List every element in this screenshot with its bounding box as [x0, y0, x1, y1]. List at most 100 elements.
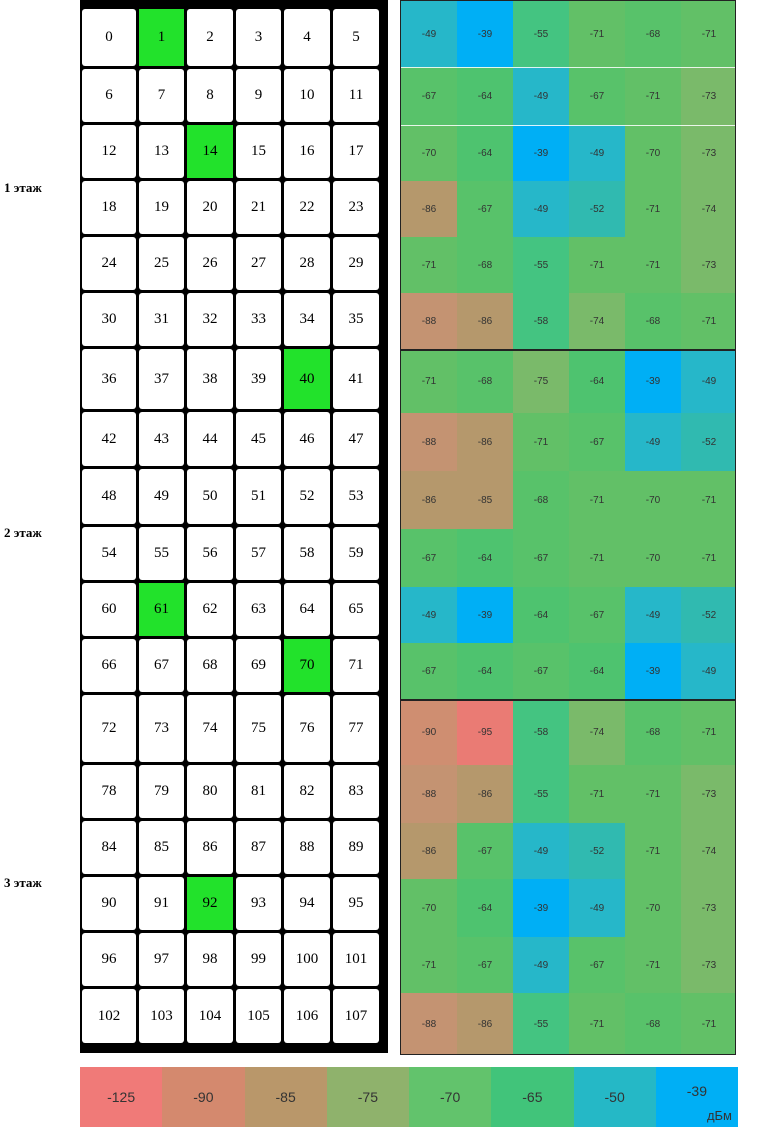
room-cell: 39 — [236, 349, 281, 409]
room-cell: 65 — [333, 583, 379, 636]
signal-cell: -71 — [681, 471, 735, 529]
signal-cell: -67 — [401, 529, 457, 587]
room-cell: 19 — [139, 181, 184, 234]
room-cell: 48 — [82, 469, 136, 524]
signal-cell: -73 — [681, 237, 735, 293]
signal-cell: -55 — [513, 1, 569, 67]
room-cell: 100 — [284, 933, 330, 986]
room-cell: 101 — [333, 933, 379, 986]
room-cell: 6 — [82, 69, 136, 122]
signal-cell: -73 — [681, 937, 735, 993]
signal-cell: -68 — [625, 1, 681, 67]
signal-cell: -86 — [401, 181, 457, 237]
signal-cell: -71 — [625, 237, 681, 293]
signal-cell: -68 — [625, 700, 681, 765]
room-cell: 36 — [82, 349, 136, 409]
room-cell: 74 — [187, 695, 233, 762]
room-cell: 8 — [187, 69, 233, 122]
signal-cell: -86 — [457, 765, 513, 823]
signal-cell: -52 — [569, 823, 625, 879]
signal-cell: -85 — [457, 471, 513, 529]
room-cell: 37 — [139, 349, 184, 409]
room-cell: 60 — [82, 583, 136, 636]
signal-cell: -64 — [457, 67, 513, 125]
signal-cell: -49 — [681, 643, 735, 700]
room-cell: 56 — [187, 527, 233, 580]
room-cell: 77 — [333, 695, 379, 762]
room-cell: 22 — [284, 181, 330, 234]
signal-cell: -67 — [401, 643, 457, 700]
signal-cell: -49 — [401, 587, 457, 643]
signal-cell: -71 — [569, 993, 625, 1054]
signal-cell: -68 — [625, 293, 681, 350]
signal-cell: -67 — [401, 67, 457, 125]
room-cell: 25 — [139, 237, 184, 290]
signal-cell: -71 — [401, 350, 457, 413]
room-cell: 88 — [284, 821, 330, 874]
room-cell: 15 — [236, 125, 281, 178]
room-cell: 5 — [333, 9, 379, 66]
room-cell: 12 — [82, 125, 136, 178]
heatmap-gridline — [401, 125, 735, 126]
room-cell: 105 — [236, 989, 281, 1043]
room-cell: 99 — [236, 933, 281, 986]
signal-cell: -71 — [681, 1, 735, 67]
room-cell: 29 — [333, 237, 379, 290]
signal-cell: -67 — [569, 587, 625, 643]
room-cell: 90 — [82, 877, 136, 930]
signal-cell: -86 — [457, 993, 513, 1054]
signal-cell: -71 — [625, 823, 681, 879]
room-cell: 38 — [187, 349, 233, 409]
room-cell: 42 — [82, 412, 136, 466]
room-cell: 67 — [139, 639, 184, 692]
signal-cell: -74 — [569, 700, 625, 765]
floor-label-3: 3 этаж — [4, 875, 42, 890]
signal-cell: -71 — [401, 937, 457, 993]
signal-cell: -68 — [513, 471, 569, 529]
room-cell: 59 — [333, 527, 379, 580]
signal-cell: -71 — [569, 1, 625, 67]
room-cell: 94 — [284, 877, 330, 930]
room-cell: 41 — [333, 349, 379, 409]
room-cell: 95 — [333, 877, 379, 930]
signal-cell: -58 — [513, 700, 569, 765]
room-cell: 63 — [236, 583, 281, 636]
signal-cell: -71 — [401, 237, 457, 293]
signal-cell: -95 — [457, 700, 513, 765]
floor-label-2: 2 этаж — [4, 525, 42, 540]
room-cell: 4 — [284, 9, 330, 66]
room-cell: 14 — [187, 125, 233, 178]
room-cell: 53 — [333, 469, 379, 524]
signal-cell: -49 — [625, 413, 681, 471]
legend-stop: -50 — [573, 1067, 656, 1127]
signal-cell: -39 — [513, 125, 569, 181]
room-cell: 62 — [187, 583, 233, 636]
signal-cell: -71 — [569, 765, 625, 823]
signal-cell: -90 — [401, 700, 457, 765]
signal-cell: -86 — [457, 413, 513, 471]
room-cell: 13 — [139, 125, 184, 178]
signal-heatmap: -49 -39 -55 -71 -68 -71 -67 -64 -49 -67 -71 -73 -70-… — [400, 0, 736, 1055]
signal-cell: -49 — [569, 879, 625, 937]
signal-cell: -64 — [457, 125, 513, 181]
signal-cell: -86 — [401, 823, 457, 879]
room-cell: 98 — [187, 933, 233, 986]
signal-cell: -71 — [625, 937, 681, 993]
room-cell: 27 — [236, 237, 281, 290]
signal-cell: -49 — [513, 823, 569, 879]
signal-cell: -70 — [625, 529, 681, 587]
room-cell: 69 — [236, 639, 281, 692]
signal-cell: -39 — [457, 587, 513, 643]
signal-cell: -52 — [569, 181, 625, 237]
signal-cell: -67 — [513, 529, 569, 587]
signal-cell: -55 — [513, 237, 569, 293]
signal-cell: -64 — [569, 350, 625, 413]
room-cell: 57 — [236, 527, 281, 580]
legend-stop: -85 — [244, 1067, 327, 1127]
signal-cell: -55 — [513, 993, 569, 1054]
signal-cell: -39 — [513, 879, 569, 937]
room-cell: 58 — [284, 527, 330, 580]
room-cell: 26 — [187, 237, 233, 290]
floor-divider — [401, 699, 735, 701]
signal-cell: -73 — [681, 765, 735, 823]
